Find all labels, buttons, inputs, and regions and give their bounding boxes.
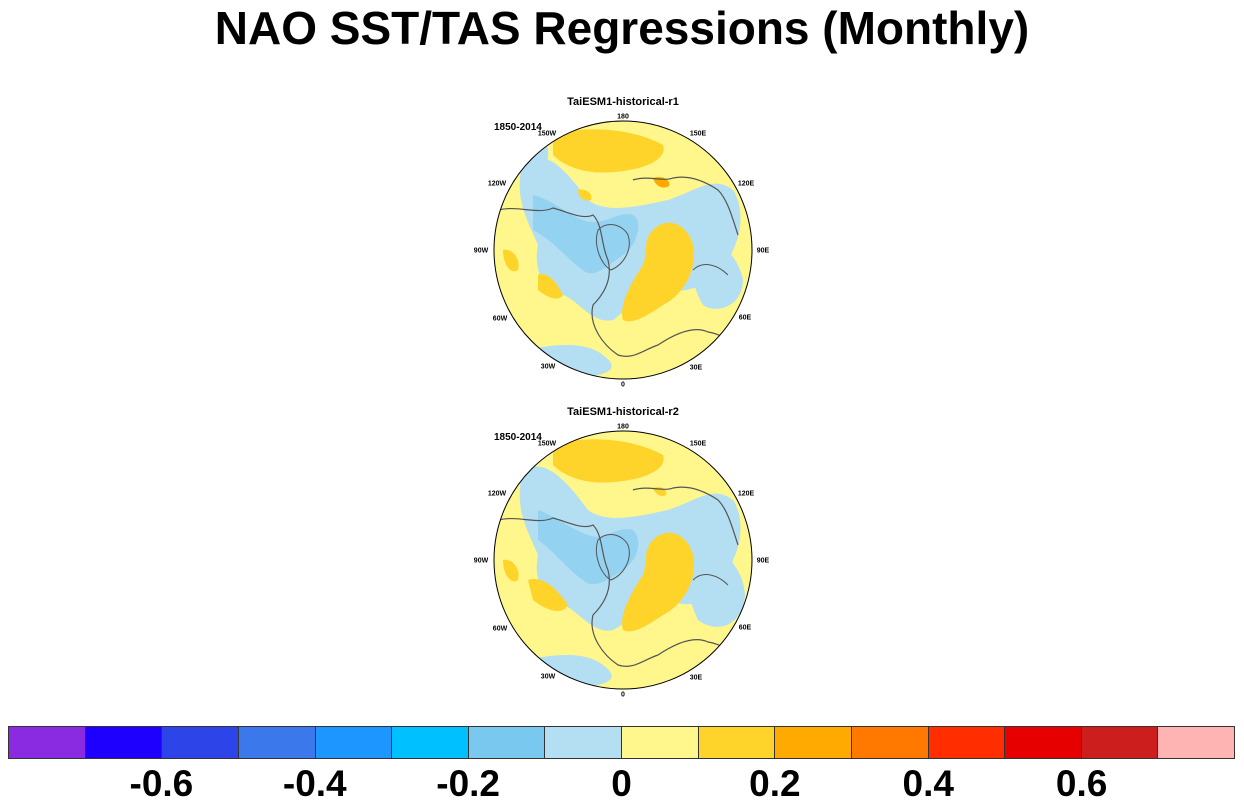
lon-label-120w: 120W [487, 490, 507, 498]
lon-label-150e: 150E [689, 440, 707, 448]
colorbar-swatch [1005, 727, 1082, 758]
lon-label-0: 0 [621, 381, 625, 389]
colorbar-tick-label: 0.2 [749, 763, 801, 804]
polar-map [493, 120, 753, 380]
lon-label-150w: 150W [537, 130, 557, 138]
colorbar [8, 726, 1235, 759]
colorbar-tick-label: -0.6 [129, 763, 194, 804]
polar-map [493, 430, 753, 690]
lon-label-30e: 30E [689, 674, 703, 682]
colorbar-swatch [1081, 727, 1159, 758]
lon-label-60w: 60W [492, 625, 508, 633]
colorbar-swatch [1158, 727, 1234, 758]
colorbar-swatch [9, 727, 86, 758]
colorbar-tick-label: 0 [611, 763, 632, 804]
colorbar-tick-label: 0.4 [902, 763, 954, 804]
lon-label-30e: 30E [689, 364, 703, 372]
lon-label-150w: 150W [537, 440, 557, 448]
lon-label-120e: 120E [737, 490, 755, 498]
lon-label-90w: 90W [473, 557, 489, 565]
main-title: NAO SST/TAS Regressions (Monthly) [214, 2, 1030, 54]
lon-label-60w: 60W [492, 315, 508, 323]
map-panel-1: TaiESM1-historical-r1 1850-2014 180 [470, 92, 776, 392]
colorbar-swatch [545, 727, 622, 758]
lon-label-90e: 90E [756, 557, 770, 565]
lon-label-30w: 30W [540, 363, 556, 371]
colorbar-tick-label: 0.6 [1055, 763, 1108, 804]
lon-label-90e: 90E [756, 247, 770, 255]
lon-label-120e: 120E [737, 180, 755, 188]
colorbar-tick-label: -0.2 [436, 763, 501, 804]
lon-label-60e: 60E [738, 314, 752, 322]
colorbar-tick-label: -0.4 [282, 763, 347, 804]
colorbar-swatch [238, 727, 316, 758]
lon-label-90w: 90W [473, 247, 489, 255]
panel-period: 1850-2014 [494, 122, 542, 133]
lon-label-150e: 150E [689, 130, 707, 138]
lon-label-180: 180 [617, 423, 629, 431]
colorbar-swatch [928, 727, 1006, 758]
colorbar-swatch [775, 727, 852, 758]
lon-label-0: 0 [621, 691, 625, 699]
lon-label-60e: 60E [738, 624, 752, 632]
lon-label-180: 180 [617, 113, 629, 121]
panel-title: TaiESM1-historical-r2 [567, 406, 679, 418]
colorbar-swatch [85, 727, 163, 758]
colorbar-swatch [162, 727, 239, 758]
panel-title: TaiESM1-historical-r1 [567, 96, 679, 108]
colorbar-swatch [392, 727, 469, 758]
colorbar-swatch [468, 727, 546, 758]
lon-label-30w: 30W [540, 673, 556, 681]
panel-period: 1850-2014 [494, 432, 542, 443]
colorbar-swatch [622, 727, 699, 758]
map-panel-2: TaiESM1-historical-r2 1850-2014 180 150E… [470, 402, 776, 702]
colorbar-swatch [698, 727, 776, 758]
colorbar-swatch [851, 727, 929, 758]
colorbar-swatch [315, 727, 393, 758]
lon-label-120w: 120W [487, 180, 507, 188]
